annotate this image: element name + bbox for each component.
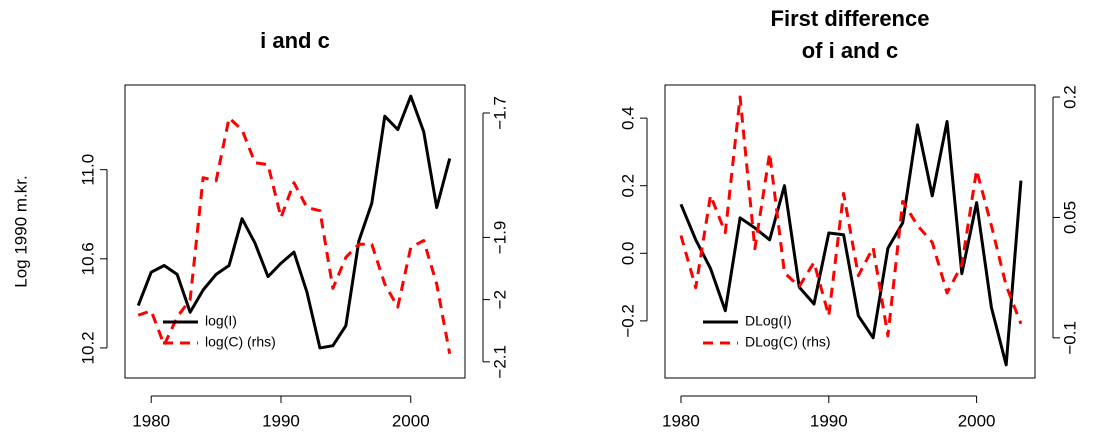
x-tick-label: 1980 [132,411,170,430]
chart-title: i and c [260,28,330,53]
y-tick-label: 0.0 [618,241,637,265]
x-tick-label: 1980 [662,411,700,430]
plot-frame [664,84,1036,379]
data-line [136,94,452,350]
y-tick-label: 11.0 [78,154,97,186]
y-tick-label: 0.4 [618,106,637,130]
chart-title: of i and c [802,38,899,63]
plot-frame [124,84,466,379]
y-tick-label: 10.2 [78,331,97,364]
y-tick-label: 10.6 [78,242,97,275]
legend-label: DLog(I) [745,313,792,329]
y-tick-label: −0.2 [618,304,637,338]
y-axis-label: Log 1990 m.kr. [11,175,30,287]
y2-tick-label: −2.1 [490,345,509,379]
legend-label: log(I) [205,313,237,329]
data-line [679,95,1023,338]
x-tick-label: 1990 [262,411,300,430]
y2-tick-label: 0.2 [1060,85,1079,109]
chart-title: First difference [771,6,930,31]
legend-label: log(C) (rhs) [205,334,276,350]
y2-tick-label: 0.05 [1060,201,1079,234]
y2-tick-label: −1.7 [490,96,509,130]
legend-label: DLog(C) (rhs) [745,334,831,350]
data-line [137,116,452,355]
x-tick-label: 2000 [958,411,996,430]
y2-tick-label: −2 [490,290,509,309]
data-line [679,120,1023,367]
y-tick-label: 0.2 [618,174,637,198]
y2-tick-label: −1.9 [490,221,509,255]
x-tick-label: 1990 [810,411,848,430]
x-tick-label: 2000 [392,411,430,430]
y2-tick-label: −0.1 [1060,321,1079,355]
